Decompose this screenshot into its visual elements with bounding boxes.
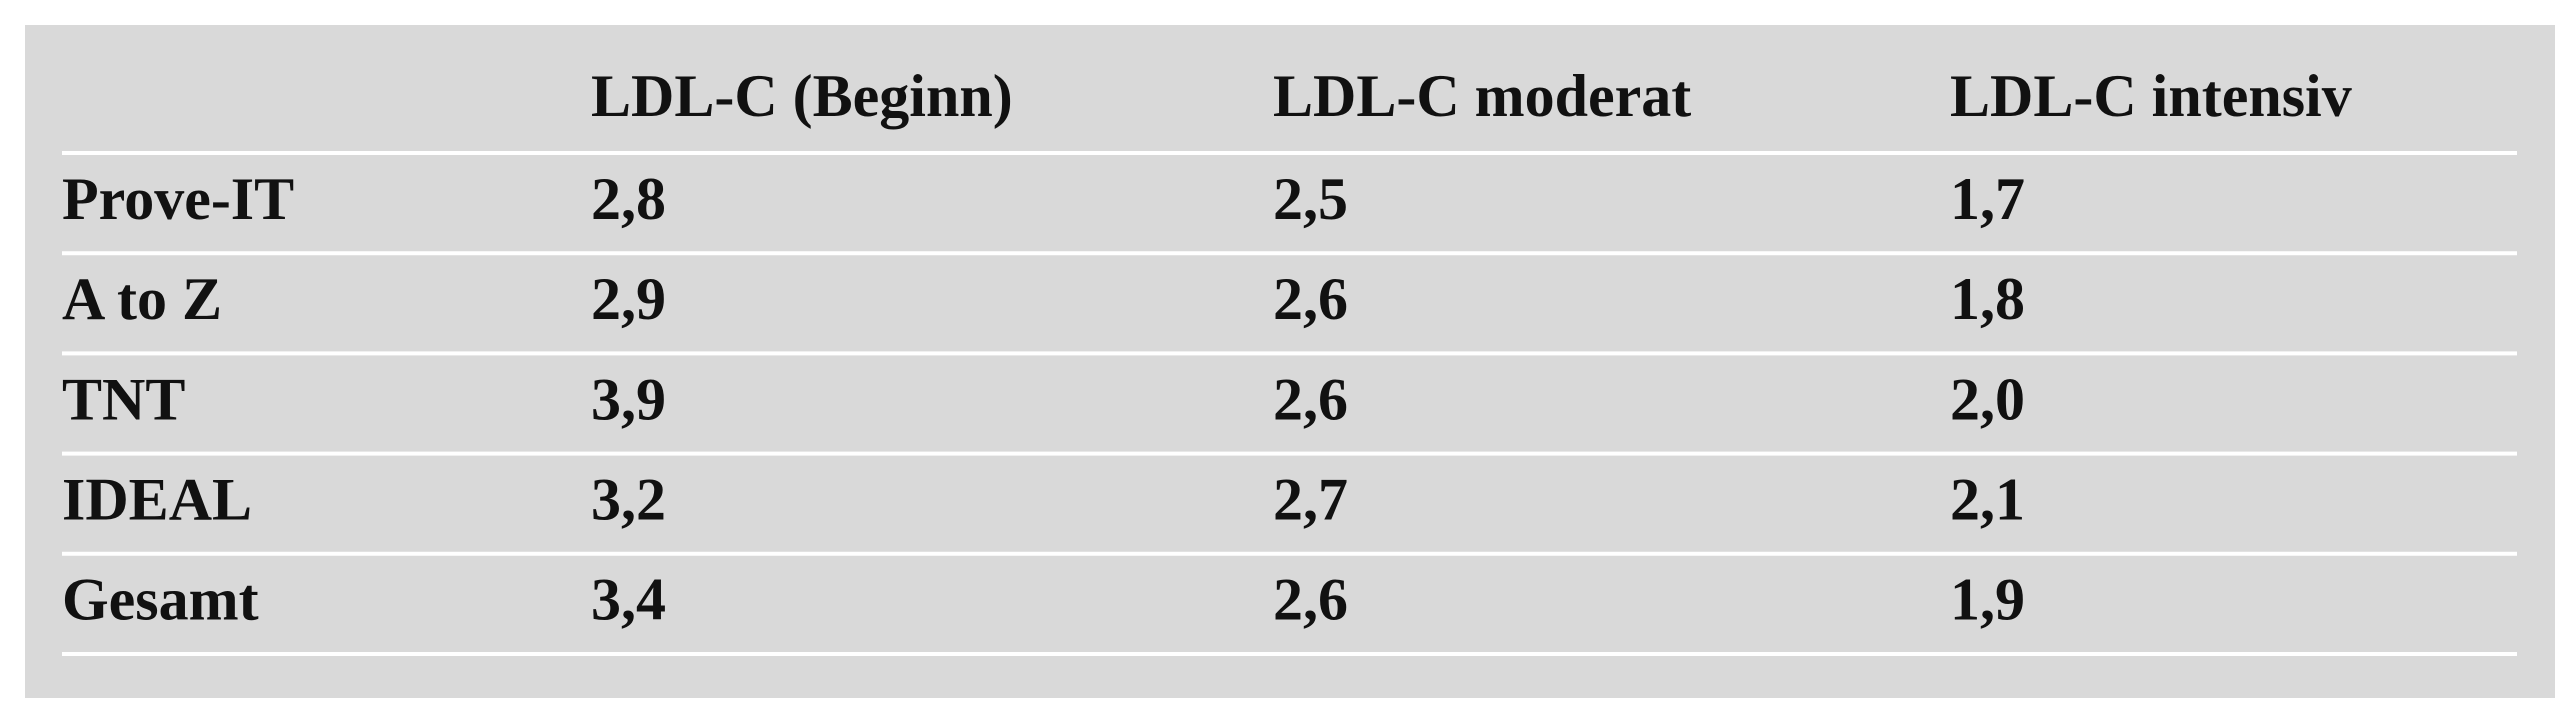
table-cell: 1,7 — [1950, 166, 2025, 232]
table-cell: 2,9 — [591, 266, 666, 332]
row-label: Gesamt — [62, 567, 259, 633]
row-label: TNT — [62, 366, 185, 432]
table-cell: 2,5 — [1273, 166, 1348, 232]
table-cell: 3,9 — [591, 366, 666, 432]
row-label: IDEAL — [62, 466, 252, 532]
table-cell: 2,6 — [1273, 567, 1348, 633]
table-cell: 1,9 — [1950, 567, 2025, 633]
column-header: LDL-C moderat — [1273, 63, 1691, 129]
table-cell: 3,2 — [591, 466, 666, 532]
row-label: Prove-IT — [62, 166, 294, 232]
table-cell: 3,4 — [591, 567, 666, 633]
table-cell: 2,8 — [591, 166, 666, 232]
column-header: LDL-C intensiv — [1950, 63, 2352, 129]
table-background — [25, 25, 2555, 698]
table-cell: 2,6 — [1273, 266, 1348, 332]
table-cell: 2,0 — [1950, 366, 2025, 432]
table-cell: 1,8 — [1950, 266, 2025, 332]
row-label: A to Z — [62, 266, 222, 332]
table-cell: 2,1 — [1950, 466, 2025, 532]
table-cell: 2,7 — [1273, 466, 1348, 532]
column-header: LDL-C (Beginn) — [591, 63, 1013, 129]
table-cell: 2,6 — [1273, 366, 1348, 432]
